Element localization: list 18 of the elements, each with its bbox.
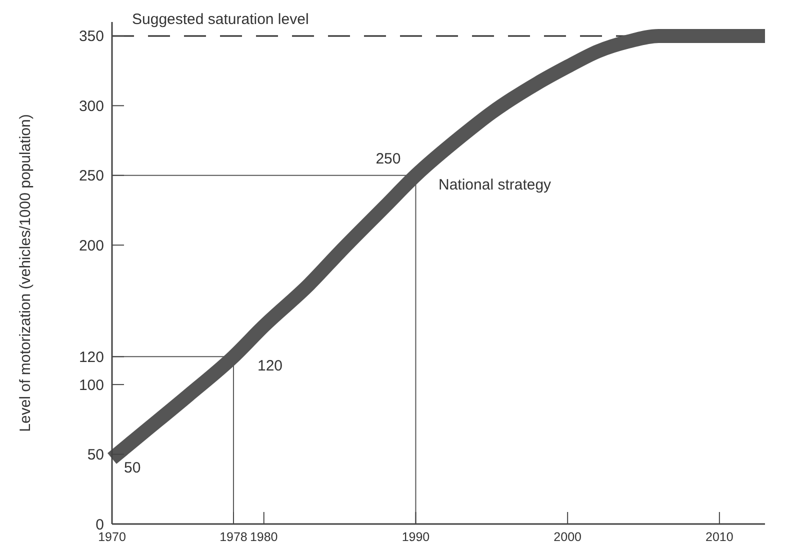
y-tick-label: 250 [78,168,104,185]
annotation: 120 [257,358,283,375]
y-tick-label: 300 [78,98,104,115]
x-tick-label: 1978 [220,530,248,544]
y-tick-label: 50 [87,446,104,464]
y-tick-label: 200 [78,237,104,254]
x-tick-label: 2010 [706,530,734,544]
ref-line-label: Suggested saturation level [132,10,309,28]
y-tick-label: 120 [78,348,104,366]
x-tick-label: 2000 [554,530,582,544]
y-tick-label: 350 [78,28,104,46]
annotation: 50 [124,459,141,476]
x-tick-label: 1980 [250,530,278,544]
annotation: 250 [376,150,401,168]
y-tick-label: 100 [78,376,104,394]
x-tick-label: 1990 [402,530,430,544]
series-label: National strategy [438,176,552,194]
y-axis-title: Level of motorization (vehicles/1000 population) [17,114,34,432]
